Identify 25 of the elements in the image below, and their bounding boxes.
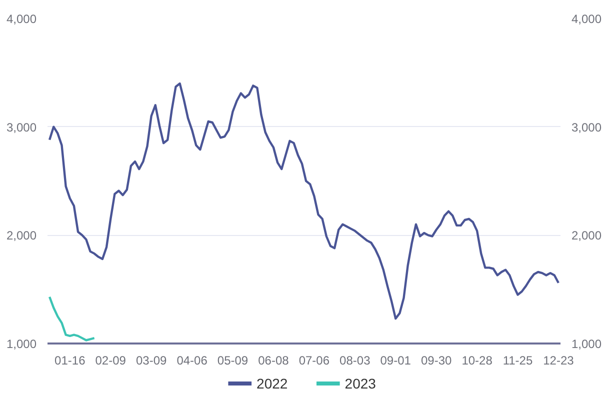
y-tick-label: 3,000 bbox=[6, 120, 37, 134]
x-tick-label: 03-09 bbox=[136, 354, 167, 368]
legend-label: 2023 bbox=[344, 376, 376, 392]
y2-tick-label: 4,000 bbox=[572, 12, 602, 26]
x-tick-label: 07-06 bbox=[298, 354, 330, 368]
line-series bbox=[48, 296, 96, 342]
y2-tick-label: 2,000 bbox=[572, 228, 602, 243]
x-tick-label: 08-03 bbox=[340, 354, 371, 368]
x-tick-label: 02-09 bbox=[95, 354, 126, 368]
x-tick-label: 06-08 bbox=[258, 354, 290, 368]
x-tick-label: 12-23 bbox=[543, 354, 574, 368]
y2-tick-label: 1,000 bbox=[572, 337, 602, 351]
line-series bbox=[48, 82, 560, 320]
x-tick-label: 05-09 bbox=[217, 354, 248, 368]
x-tick-label: 01-16 bbox=[54, 354, 86, 368]
x-tick-label: 11-25 bbox=[502, 354, 533, 368]
legend-label: 2022 bbox=[256, 376, 288, 392]
x-tick-label: 09-01 bbox=[380, 354, 412, 368]
y-tick-label: 4,000 bbox=[6, 12, 37, 26]
x-tick-label: 04-06 bbox=[176, 354, 208, 368]
y2-tick-label: 3,000 bbox=[572, 120, 602, 134]
y-tick-label: 2,000 bbox=[6, 228, 37, 243]
x-tick-label: 09-30 bbox=[420, 354, 452, 368]
x-tick-label: 10-28 bbox=[462, 354, 493, 368]
y-tick-label: 1,000 bbox=[6, 337, 37, 351]
